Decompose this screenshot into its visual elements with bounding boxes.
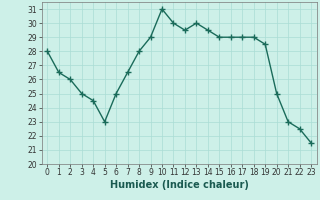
- X-axis label: Humidex (Indice chaleur): Humidex (Indice chaleur): [110, 180, 249, 190]
